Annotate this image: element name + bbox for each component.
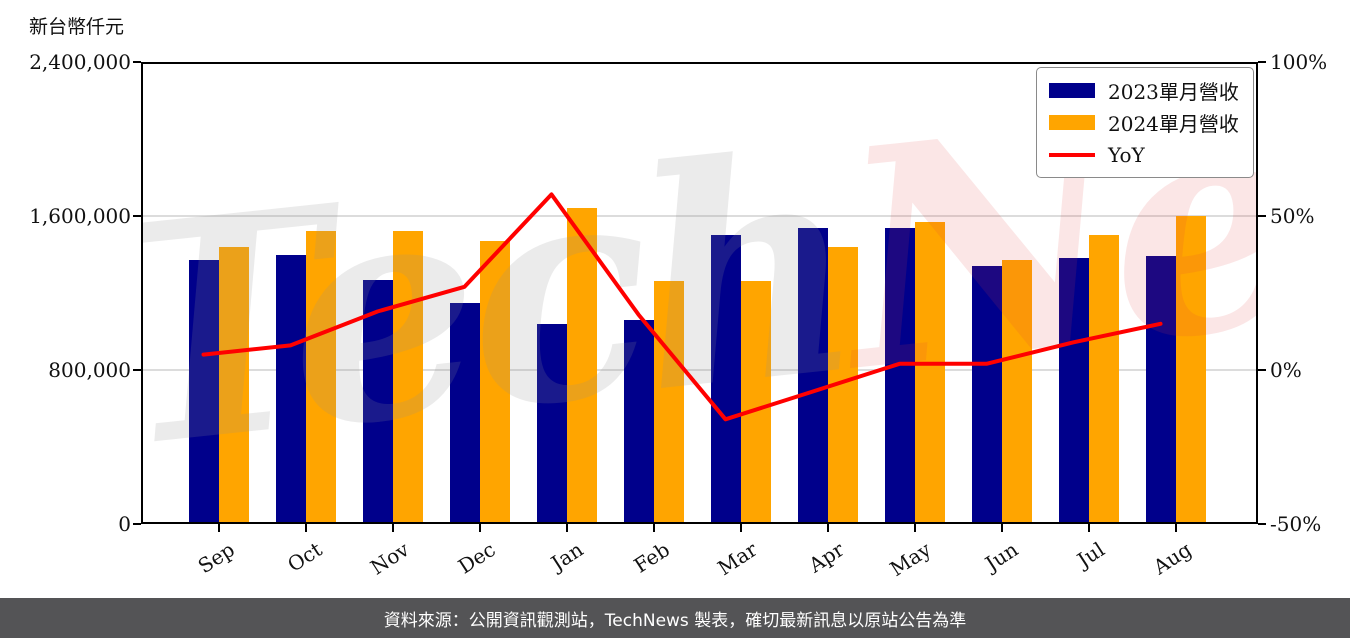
y-tick-left-0 (133, 61, 141, 63)
x-tick-label-jul: Jul (1073, 537, 1110, 573)
y-tick-label-right-0: 100% (1270, 50, 1328, 74)
x-tick-apr (826, 524, 829, 532)
bar-2024-jan (566, 208, 597, 524)
x-tick-jul (1087, 524, 1090, 532)
x-tick-label-aug: Aug (1149, 537, 1197, 580)
legend-item-yoy: YoY (1049, 141, 1239, 168)
x-tick-feb (652, 524, 655, 532)
x-tick-mar (739, 524, 742, 532)
gridline-1600000 (141, 215, 1258, 217)
bar-2024-aug (1175, 216, 1206, 524)
x-tick-label-nov: Nov (365, 537, 414, 580)
x-tick-label-oct: Oct (283, 537, 327, 577)
bar-2023-nov (362, 279, 393, 524)
yoy-line-layer (201, 192, 1163, 422)
x-tick-dec (478, 524, 481, 532)
bar-2024-nov (392, 231, 423, 524)
bars-layer (141, 62, 1258, 524)
bar-2024-jun (1001, 260, 1032, 524)
x-tick-nov (391, 524, 394, 532)
y-tick-right-0 (1258, 61, 1266, 63)
bar-2024-feb (653, 281, 684, 524)
y-tick-right-2 (1258, 369, 1266, 371)
x-tick-label-jan: Jan (546, 537, 588, 576)
legend-label-2024: 2024單月營收 (1108, 112, 1239, 136)
x-tick-label-dec: Dec (454, 537, 501, 579)
legend-swatch-2023 (1049, 83, 1095, 98)
bar-2023-aug (1145, 256, 1176, 524)
y-tick-left-2 (133, 369, 141, 371)
bar-2024-mar (740, 281, 771, 524)
gridline-800000 (141, 369, 1258, 371)
bar-2023-jul (1058, 258, 1089, 524)
legend-label-yoy: YoY (1108, 142, 1145, 167)
y-tick-label-left-1: 1,600,000 (29, 204, 131, 228)
y-tick-label-right-3: -50% (1270, 512, 1322, 536)
y-tick-label-left-2: 800,000 (48, 358, 131, 382)
bar-2023-jun (971, 266, 1002, 524)
legend-label-2023: 2023單月營收 (1108, 80, 1239, 104)
y-tick-right-3 (1258, 523, 1266, 525)
x-tick-label-sep: Sep (193, 537, 240, 579)
x-tick-may (913, 524, 916, 532)
y-tick-left-1 (133, 215, 141, 217)
bar-2023-apr (797, 227, 828, 524)
legend-item-2023: 2023單月營收 (1049, 77, 1239, 104)
y-tick-right-1 (1258, 215, 1266, 217)
bar-2023-mar (710, 235, 741, 524)
yoy-line (201, 192, 1163, 422)
legend-swatch-yoy-line (1049, 152, 1095, 157)
bar-2024-dec (479, 241, 510, 524)
x-tick-label-apr: Apr (804, 537, 849, 578)
x-tick-oct (304, 524, 307, 532)
y-tick-left-3 (133, 523, 141, 525)
y-tick-label-left-0: 2,400,000 (29, 50, 131, 74)
x-tick-label-may: May (885, 537, 936, 582)
x-tick-aug (1174, 524, 1177, 532)
legend: 2023單月營收 2024單月營收 YoY (1036, 67, 1254, 178)
x-tick-label-feb: Feb (629, 537, 675, 578)
y-tick-label-right-1: 50% (1270, 204, 1315, 228)
bar-2023-oct (275, 254, 306, 524)
footer-text: 資料來源：公開資訊觀測站，TechNews 製表，確切最新訊息以原站公告為準 (383, 610, 967, 631)
bar-2023-feb (623, 320, 654, 524)
bar-2024-may (914, 221, 945, 524)
bar-2023-may (884, 227, 915, 524)
bar-2023-jan (536, 323, 567, 524)
bar-2024-jul (1088, 235, 1119, 524)
x-tick-sep (217, 524, 220, 532)
legend-item-2024: 2024單月營收 (1049, 109, 1239, 136)
bar-2024-oct (305, 231, 336, 524)
x-tick-jun (1000, 524, 1003, 532)
y-tick-label-right-2: 0% (1270, 358, 1302, 382)
x-tick-label-jun: Jun (980, 537, 1023, 576)
x-tick-jan (565, 524, 568, 532)
y-axis-unit-label: 新台幣仟元 (29, 16, 125, 38)
bar-2023-dec (449, 302, 480, 524)
bar-2023-sep (188, 260, 219, 524)
y-tick-label-left-3: 0 (118, 512, 131, 536)
footer-bar: 資料來源：公開資訊觀測站，TechNews 製表，確切最新訊息以原站公告為準 (0, 598, 1350, 638)
bar-2024-sep (218, 246, 249, 524)
x-tick-label-mar: Mar (712, 537, 762, 581)
legend-swatch-2024 (1049, 115, 1095, 130)
